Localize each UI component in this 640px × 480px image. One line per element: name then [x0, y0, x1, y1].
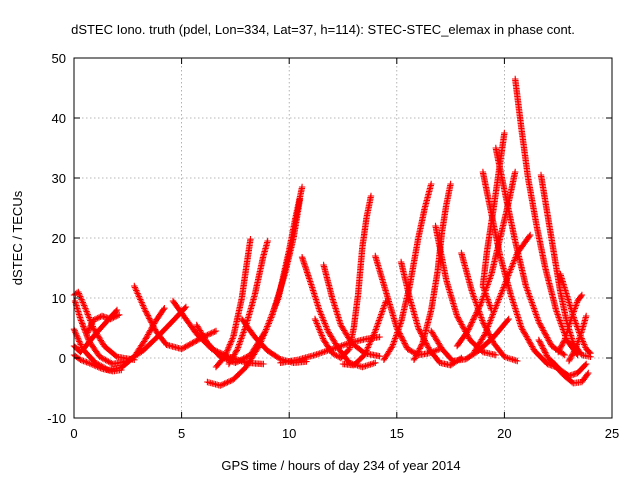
series-plus-markers	[298, 254, 379, 371]
series-plus-markers	[479, 129, 508, 314]
series-plus-markers	[555, 291, 586, 356]
series-plus-markers	[339, 297, 390, 369]
series-9	[193, 183, 306, 366]
series-31	[512, 75, 581, 359]
y-tick-label: 10	[52, 291, 66, 306]
series-18	[339, 297, 390, 369]
series-6	[83, 311, 123, 338]
y-tick-label: 40	[52, 111, 66, 126]
series-36	[555, 291, 586, 356]
series-plus-markers	[193, 183, 306, 366]
y-tick-label: 20	[52, 231, 66, 246]
series-21	[397, 258, 465, 369]
y-tick-label: 30	[52, 171, 66, 186]
series-plus-markers	[212, 236, 254, 371]
series-30	[479, 129, 508, 314]
series-plus-markers	[311, 192, 375, 362]
series-plus-markers	[512, 75, 581, 359]
series-plus-markers	[397, 258, 465, 369]
series-35	[548, 357, 590, 380]
series-plus-markers	[471, 231, 534, 356]
axis-ticks: 0 5 10 15 20 25 -10 0 10 20 30 40 50	[47, 51, 619, 441]
x-tick-label: 15	[390, 426, 404, 441]
y-axis-label: dSTEC / TECUs	[10, 190, 25, 285]
series-15	[298, 254, 379, 371]
series-plus-markers	[83, 311, 123, 338]
x-axis-label: GPS time / hours of day 234 of year 2014	[221, 458, 460, 473]
data-marks	[70, 75, 594, 389]
series-27	[471, 231, 534, 356]
x-tick-label: 0	[70, 426, 77, 441]
series-24	[432, 222, 499, 359]
series-plus-markers	[380, 180, 435, 363]
series-plus-markers	[410, 180, 454, 363]
series-11	[212, 236, 254, 371]
series-22	[410, 180, 454, 363]
y-tick-label: 0	[59, 351, 66, 366]
series-20	[380, 180, 435, 363]
x-tick-label: 20	[497, 426, 511, 441]
x-tick-label: 10	[282, 426, 296, 441]
chart-title: dSTEC Iono. truth (pdel, Lon=334, Lat=37…	[71, 22, 575, 37]
series-17	[311, 192, 375, 362]
series-plus-markers	[548, 357, 590, 380]
y-tick-label: -10	[47, 411, 66, 426]
series-plus-markers	[565, 312, 590, 365]
x-tick-label: 25	[605, 426, 619, 441]
x-tick-label: 5	[178, 426, 185, 441]
series-plus-markers	[432, 222, 499, 359]
series-37	[565, 312, 590, 365]
y-tick-label: 50	[52, 51, 66, 66]
